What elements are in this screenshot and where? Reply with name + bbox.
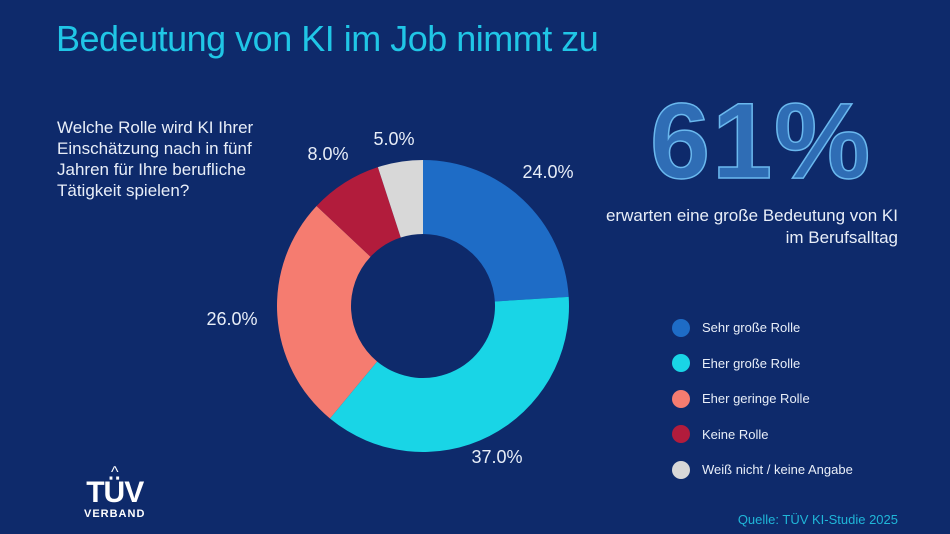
legend-item: Keine Rolle xyxy=(672,417,853,453)
donut-slice-2 xyxy=(329,296,569,453)
legend-swatch xyxy=(672,460,690,479)
donut-slice-4 xyxy=(316,167,401,257)
legend-swatch xyxy=(672,354,690,373)
donut-slice-3 xyxy=(277,206,378,419)
legend: Sehr große Rolle Eher große Rolle Eher ger… xyxy=(672,310,853,488)
legend-swatch xyxy=(672,318,690,337)
tuv-logo: ^ TÜV VERBAND xyxy=(84,464,146,521)
highlight-value: 61% xyxy=(649,79,873,202)
slice-label: 26.0% xyxy=(206,309,257,329)
slice-label: 8.0% xyxy=(307,144,348,164)
slice-label: 24.0% xyxy=(522,162,573,182)
legend-item: Eher geringe Rolle xyxy=(672,381,853,417)
donut-slice-5 xyxy=(377,160,423,238)
chart-title: Bedeutung von KI im Job nimmt zu xyxy=(56,18,599,59)
highlight-text: erwarten eine große Bedeutung von KI im … xyxy=(605,206,898,247)
legend-label: Eher geringe Rolle xyxy=(702,391,810,407)
source-note: Quelle: TÜV KI-Studie 2025 xyxy=(737,512,898,527)
legend-item: Weiß nicht / keine Angabe xyxy=(672,452,853,488)
legend-label: Keine Rolle xyxy=(702,426,769,442)
survey-question: Welche Rolle wird KI Ihrer Einschätzung … xyxy=(57,118,254,200)
logo-sub: VERBAND xyxy=(84,508,146,520)
slice-label: 37.0% xyxy=(471,447,522,467)
donut-slice-1 xyxy=(423,160,569,302)
logo-hat-icon: ^ xyxy=(110,464,119,481)
logo-name: TÜV xyxy=(86,476,144,509)
slice-label: 5.0% xyxy=(373,129,414,149)
legend-label: Weiß nicht / keine Angabe xyxy=(702,462,853,478)
legend-label: Eher große Rolle xyxy=(702,355,801,371)
legend-swatch xyxy=(672,425,690,444)
legend-item: Eher große Rolle xyxy=(672,346,853,382)
legend-item: Sehr große Rolle xyxy=(672,310,853,346)
legend-swatch xyxy=(672,389,690,408)
legend-label: Sehr große Rolle xyxy=(702,320,801,336)
